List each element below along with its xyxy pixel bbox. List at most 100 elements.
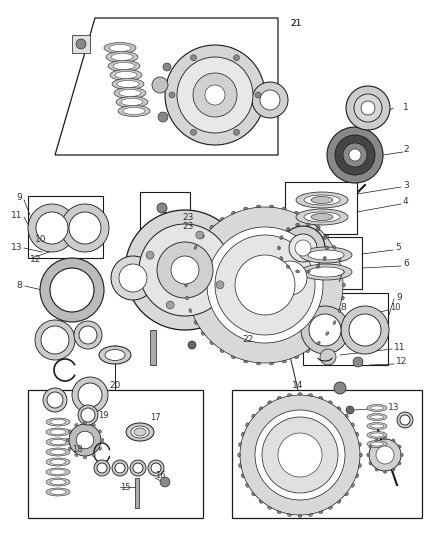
Text: 18: 18 xyxy=(72,446,83,455)
Ellipse shape xyxy=(239,464,241,467)
Circle shape xyxy=(205,85,225,105)
Ellipse shape xyxy=(287,394,291,396)
Ellipse shape xyxy=(238,453,240,457)
Ellipse shape xyxy=(309,514,313,516)
Circle shape xyxy=(177,57,253,133)
Text: 8: 8 xyxy=(16,281,22,290)
Circle shape xyxy=(171,256,199,284)
Circle shape xyxy=(78,405,98,425)
Ellipse shape xyxy=(83,421,87,424)
Circle shape xyxy=(320,349,336,365)
Circle shape xyxy=(40,258,104,322)
Ellipse shape xyxy=(369,445,372,448)
Circle shape xyxy=(188,341,196,349)
Ellipse shape xyxy=(99,430,102,433)
Text: 13: 13 xyxy=(11,244,22,253)
Ellipse shape xyxy=(296,223,300,226)
Ellipse shape xyxy=(244,360,247,363)
Text: 4: 4 xyxy=(403,198,409,206)
Circle shape xyxy=(50,268,94,312)
Ellipse shape xyxy=(210,342,213,345)
Ellipse shape xyxy=(296,209,348,225)
Ellipse shape xyxy=(283,207,286,209)
Ellipse shape xyxy=(46,448,70,456)
Circle shape xyxy=(255,92,261,98)
Text: 13: 13 xyxy=(388,403,399,413)
Ellipse shape xyxy=(131,426,149,438)
Ellipse shape xyxy=(104,43,136,53)
Ellipse shape xyxy=(194,321,197,325)
Ellipse shape xyxy=(277,397,281,399)
Circle shape xyxy=(400,415,410,425)
Circle shape xyxy=(193,73,237,117)
Bar xyxy=(72,35,90,53)
Ellipse shape xyxy=(300,264,352,280)
Ellipse shape xyxy=(323,256,326,260)
Ellipse shape xyxy=(119,90,141,96)
Ellipse shape xyxy=(277,511,281,514)
Circle shape xyxy=(252,82,288,118)
Circle shape xyxy=(335,135,375,175)
Circle shape xyxy=(369,439,401,471)
Circle shape xyxy=(196,231,204,239)
Circle shape xyxy=(216,281,224,289)
Text: 1: 1 xyxy=(403,103,409,112)
Circle shape xyxy=(125,210,245,330)
Ellipse shape xyxy=(280,256,283,260)
Circle shape xyxy=(111,256,155,300)
Ellipse shape xyxy=(110,69,142,80)
Bar xyxy=(28,196,103,258)
Text: 9: 9 xyxy=(396,293,402,302)
Bar xyxy=(290,237,362,289)
Circle shape xyxy=(346,86,390,130)
Text: 17: 17 xyxy=(150,414,161,423)
Ellipse shape xyxy=(309,394,313,396)
Ellipse shape xyxy=(339,257,341,261)
Ellipse shape xyxy=(259,407,262,410)
Text: 6: 6 xyxy=(403,260,409,269)
Circle shape xyxy=(72,377,108,413)
Ellipse shape xyxy=(323,236,326,239)
Circle shape xyxy=(115,463,125,473)
Ellipse shape xyxy=(333,246,336,249)
Ellipse shape xyxy=(113,62,135,69)
Circle shape xyxy=(94,460,110,476)
Circle shape xyxy=(191,55,197,61)
Ellipse shape xyxy=(286,265,290,269)
Text: 10: 10 xyxy=(390,303,400,312)
Circle shape xyxy=(157,203,167,213)
Ellipse shape xyxy=(246,483,249,487)
Ellipse shape xyxy=(201,235,204,238)
Ellipse shape xyxy=(298,393,302,395)
Ellipse shape xyxy=(359,464,361,467)
Ellipse shape xyxy=(220,217,224,220)
Ellipse shape xyxy=(92,423,95,426)
Text: 7: 7 xyxy=(336,276,342,285)
Circle shape xyxy=(74,321,102,349)
Circle shape xyxy=(343,143,367,167)
Ellipse shape xyxy=(311,197,333,204)
Bar xyxy=(232,390,422,518)
Ellipse shape xyxy=(46,438,70,446)
Ellipse shape xyxy=(343,283,345,287)
Circle shape xyxy=(353,357,363,367)
Circle shape xyxy=(41,326,69,354)
Text: 14: 14 xyxy=(292,381,304,390)
Ellipse shape xyxy=(92,454,95,457)
Ellipse shape xyxy=(326,235,329,238)
Ellipse shape xyxy=(74,454,78,457)
Ellipse shape xyxy=(220,350,224,353)
Ellipse shape xyxy=(367,405,387,411)
Circle shape xyxy=(191,129,197,135)
Ellipse shape xyxy=(367,432,387,439)
Ellipse shape xyxy=(306,270,310,273)
Text: 3: 3 xyxy=(403,181,409,190)
Circle shape xyxy=(281,226,325,270)
Circle shape xyxy=(165,45,265,145)
Text: 11: 11 xyxy=(394,343,406,351)
Bar xyxy=(150,330,156,365)
Circle shape xyxy=(349,149,361,161)
Circle shape xyxy=(346,406,354,414)
Ellipse shape xyxy=(46,418,70,426)
Ellipse shape xyxy=(345,492,348,496)
